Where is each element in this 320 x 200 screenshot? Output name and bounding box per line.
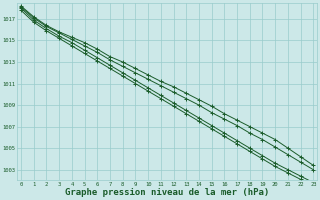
X-axis label: Graphe pression niveau de la mer (hPa): Graphe pression niveau de la mer (hPa) [65, 188, 269, 197]
